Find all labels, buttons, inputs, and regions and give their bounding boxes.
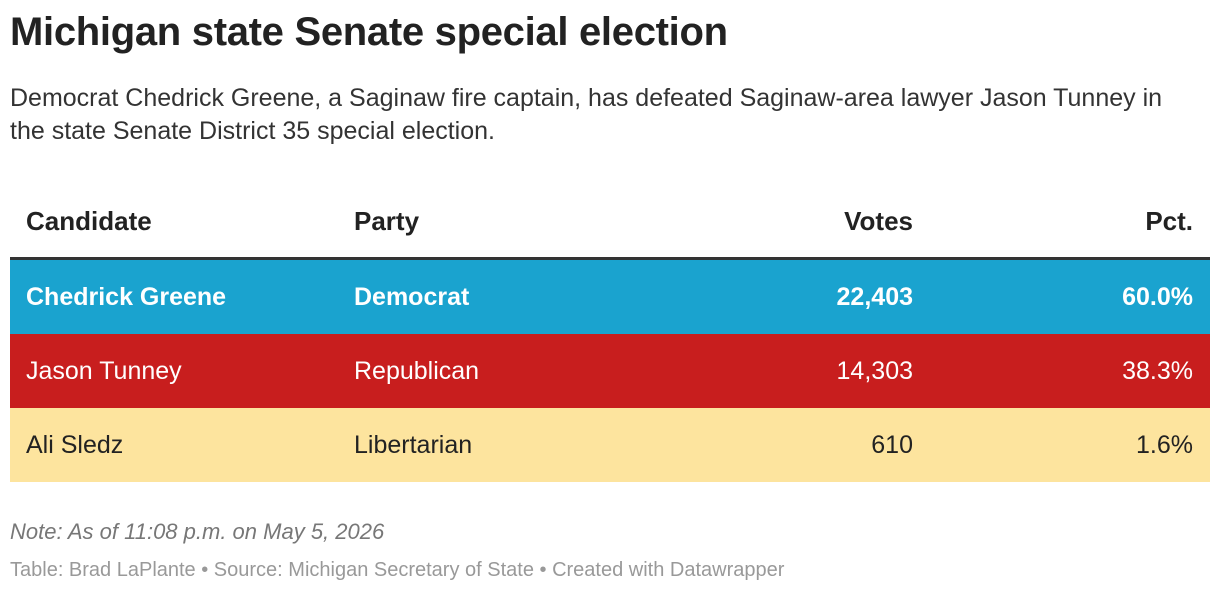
column-header: Candidate [26,205,152,236]
table-cell: 22,403 [836,282,913,311]
table-cell: 38.3% [1122,356,1193,385]
table-cell: Ali Sledz [26,430,124,459]
credit: Table: Brad LaPlante • Source: Michigan … [10,559,785,581]
results-table: Candidate Party Votes Pct. Chedrick Greene De… [10,185,1210,482]
table-row: Jason Tunney Republican 14,303 38.3% [10,334,1210,408]
header-row: Candidate Party Votes Pct. [10,185,1210,260]
table-cell: 1.6% [1136,430,1193,459]
table-cell: 60.0% [1122,282,1193,311]
table-cell: 14,303 [836,356,913,385]
table-row: Ali Sledz Libertarian 610 1.6% [10,408,1210,482]
title: Michigan state Senate special election [10,10,728,54]
column-header: Party [354,205,420,236]
column-header: Pct. [1145,205,1193,236]
column-header: Votes [844,205,913,236]
table-row: Chedrick Greene Democrat 22,403 60.0% [10,260,1210,334]
table-cell: Jason Tunney [26,356,182,385]
table-cell: 610 [871,430,913,459]
description: Democrat Chedrick Greene, a Saginaw fire… [10,84,1163,145]
table-cell: Republican [354,356,480,385]
table-cell: Libertarian [354,430,473,459]
table-cell: Chedrick Greene [26,282,227,311]
note: Note: As of 11:08 p.m. on May 5, 2026 [10,519,385,544]
table-cell: Democrat [354,282,470,311]
